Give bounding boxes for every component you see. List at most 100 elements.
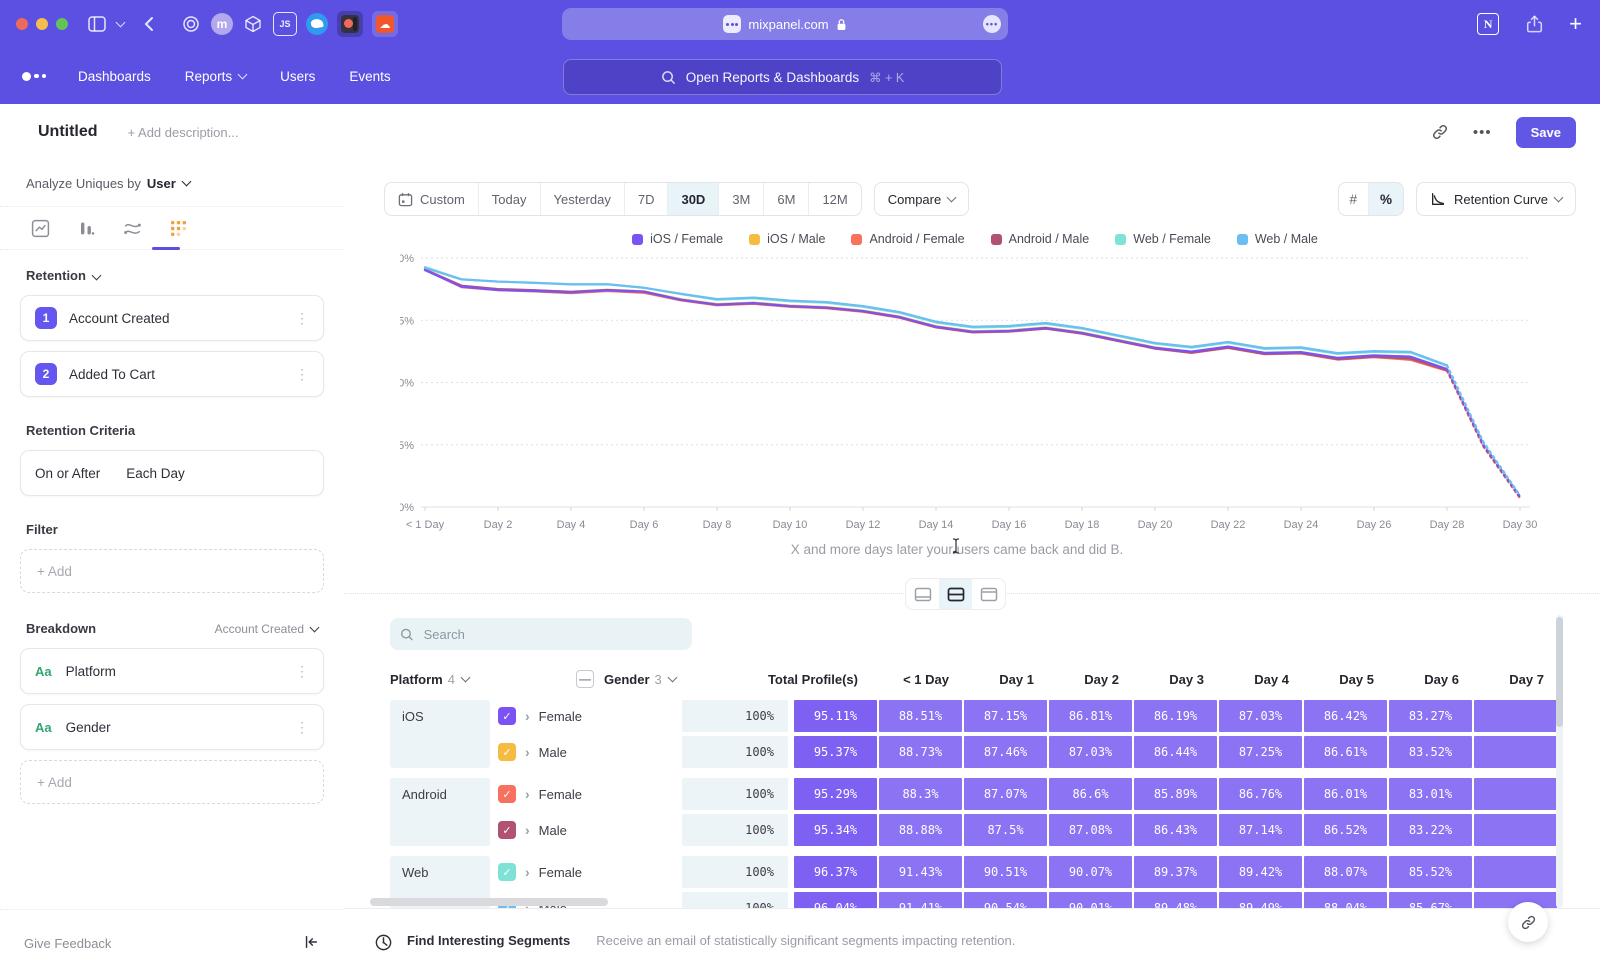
series-checkbox[interactable]: ✓ [498,743,516,761]
legend-item-web-male[interactable]: Web / Male [1237,232,1318,246]
add-breakdown-button[interactable]: + Add [20,760,324,804]
give-feedback-link[interactable]: Give Feedback [24,936,111,951]
retention-value-cell[interactable]: 90.01% [1049,892,1132,908]
bird-extension-icon[interactable] [306,13,328,35]
retention-value-cell[interactable]: 95.37% [794,736,877,768]
retention-value-cell[interactable]: 90.54% [964,892,1047,908]
sidebar-toggle-icon[interactable] [84,11,110,37]
expand-chevron-icon[interactable]: › [525,786,530,802]
expand-chevron-icon[interactable]: › [525,744,530,760]
range-today[interactable]: Today [478,183,540,215]
retention-value-cell[interactable]: 90.07% [1049,856,1132,888]
new-tab-icon[interactable]: + [1569,13,1582,35]
series-line-projected[interactable] [1447,366,1520,496]
retention-value-cell[interactable]: 86.6% [1049,778,1132,810]
retention-value-cell[interactable]: 87.5% [964,814,1047,846]
view-toggle-table-focus-icon[interactable] [972,579,1005,609]
retention-value-cell[interactable]: 87.25% [1219,736,1302,768]
retention-value-cell[interactable]: 89.37% [1134,856,1217,888]
nav-item-events[interactable]: Events [349,69,390,84]
series-line-projected[interactable] [1447,365,1520,495]
segments-title[interactable]: Find Interesting Segments [407,933,570,948]
retention-value-cell[interactable]: 86.19% [1134,700,1217,732]
step-card-added-to-cart[interactable]: 2 Added To Cart ⋮ [20,351,324,397]
retention-value-cell[interactable]: 85.67% [1389,892,1472,908]
criteria-interval[interactable]: Each Day [126,466,185,481]
close-window-button[interactable] [16,18,28,30]
range-30d[interactable]: 30D [667,183,718,215]
soundcloud-extension-icon[interactable]: ☁ [372,11,398,37]
analyze-entity-dropdown[interactable]: User [147,176,190,191]
retention-value-cell[interactable]: 86.61% [1304,736,1387,768]
select-all-checkbox[interactable]: — [576,670,594,688]
retention-value-cell[interactable]: 87.08% [1049,814,1132,846]
gender-cell[interactable]: ✓›Female [498,778,678,810]
series-checkbox[interactable]: ✓ [498,863,516,881]
retention-value-cell[interactable]: 83.52% [1389,736,1472,768]
retention-value-cell[interactable]: 85.52% [1389,856,1472,888]
criteria-mode[interactable]: On or After [35,466,100,481]
url-more-button[interactable]: ••• [983,15,1001,33]
cube-extension-icon[interactable] [242,13,264,35]
retention-value-cell[interactable]: 87.14% [1219,814,1302,846]
retention-value-cell[interactable]: 86.81% [1049,700,1132,732]
retention-value-cell[interactable]: 95.29% [794,778,877,810]
retention-value-cell[interactable]: 85.89% [1134,778,1217,810]
report-title[interactable]: Untitled [38,123,98,141]
expand-chevron-icon[interactable]: › [525,822,530,838]
retention-value-cell[interactable]: 91.41% [879,892,962,908]
retention-value-cell[interactable]: 89.42% [1219,856,1302,888]
day-column-header[interactable]: Day 5 [1297,663,1380,695]
breakdown-event-dropdown[interactable]: Account Created [215,622,318,636]
m-extension-icon[interactable]: m [211,13,233,35]
retention-value-cell[interactable]: 86.42% [1304,700,1387,732]
chart-type-dropdown[interactable]: Retention Curve [1416,182,1576,216]
notion-icon[interactable]: N [1477,13,1499,35]
tab-retention-icon[interactable] [168,218,188,238]
unit-percent-toggle[interactable]: % [1368,183,1403,215]
day-column-header[interactable]: Day 7 [1467,663,1550,695]
retention-value-cell[interactable]: 87.07% [964,778,1047,810]
day-column-header[interactable]: Day 4 [1212,663,1295,695]
retention-value-cell[interactable]: 88.3% [879,778,962,810]
share-link-button[interactable] [1508,902,1548,942]
copy-link-icon[interactable] [1431,123,1449,141]
save-button[interactable]: Save [1516,117,1576,148]
collapse-sidebar-icon[interactable] [302,934,320,953]
horizontal-scrollbar[interactable] [370,898,608,906]
retention-value-cell[interactable]: 87.46% [964,736,1047,768]
expand-chevron-icon[interactable]: › [525,864,530,880]
range-6m[interactable]: 6M [763,183,808,215]
platform-cell[interactable]: Android [390,778,490,846]
unit-count-toggle[interactable]: # [1339,183,1369,215]
expand-chevron-icon[interactable]: › [525,708,530,724]
day-column-header[interactable]: Day 3 [1127,663,1210,695]
nav-item-dashboards[interactable]: Dashboards [78,69,151,84]
total-profiles-column-header[interactable]: Total Profile(s) [760,663,866,695]
day-column-header[interactable]: Day 6 [1382,663,1465,695]
series-line-web-male[interactable] [425,268,1447,365]
range-7d[interactable]: 7D [624,183,668,215]
kebab-menu-icon[interactable]: ⋮ [295,310,309,327]
retention-value-cell[interactable]: 89.49% [1219,892,1302,908]
more-options-icon[interactable]: ••• [1473,124,1492,141]
minimize-window-button[interactable] [36,18,48,30]
retention-value-cell[interactable]: 83.22% [1389,814,1472,846]
gender-cell[interactable]: ✓›Female [498,856,678,888]
retention-value-cell[interactable]: 86.01% [1304,778,1387,810]
tab-insights-icon[interactable] [30,218,50,238]
legend-item-android-female[interactable]: Android / Female [851,232,964,246]
retention-section-title[interactable]: Retention [26,268,318,283]
global-search[interactable]: Open Reports & Dashboards ⌘ + K [563,59,1002,95]
add-filter-button[interactable]: + Add [20,549,324,593]
retention-value-cell[interactable]: 95.11% [794,700,877,732]
platform-column-header[interactable]: Platform4 [390,663,469,695]
retention-value-cell[interactable]: 91.43% [879,856,962,888]
series-checkbox[interactable]: ✓ [498,707,516,725]
share-icon[interactable] [1521,11,1547,37]
retention-value-cell[interactable]: 83.01% [1389,778,1472,810]
retention-value-cell[interactable]: 88.04% [1304,892,1387,908]
retention-value-cell[interactable]: 83.27% [1389,700,1472,732]
url-bar[interactable]: mixpanel.com ••• [562,8,1008,40]
retention-value-cell[interactable]: 86.43% [1134,814,1217,846]
